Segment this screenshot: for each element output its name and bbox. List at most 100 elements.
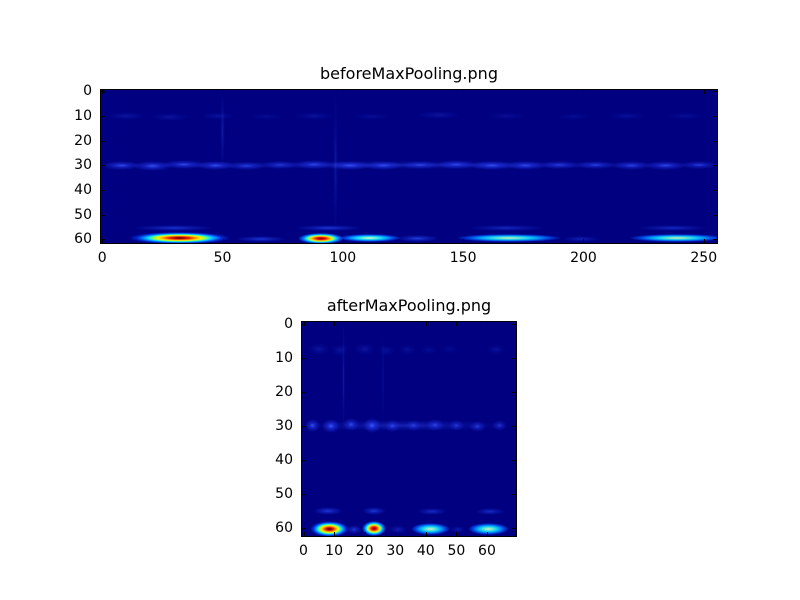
y-tick-label: 50 (275, 485, 293, 502)
heat-blob (679, 161, 717, 170)
heat-blob (346, 525, 362, 534)
heat-blob (506, 161, 545, 171)
x-tick-mark (703, 239, 705, 243)
y-tick-label: 60 (275, 519, 293, 536)
x-tick-label: 10 (325, 543, 343, 559)
x-tick-mark (395, 532, 397, 536)
x-tick-mark (703, 90, 705, 94)
x-tick-mark (463, 90, 465, 94)
heatmap-before (100, 89, 718, 244)
heat-blob (470, 160, 514, 170)
y-tick-label: 40 (74, 181, 92, 198)
heat-blob (302, 419, 509, 432)
x-tick-label: 40 (416, 543, 435, 559)
y-tick-mark (302, 357, 306, 359)
heat-blob (487, 112, 526, 120)
heat-blob (556, 112, 591, 120)
x-tick-mark (486, 322, 488, 326)
chart-title-after: afterMaxPooling.png (326, 296, 492, 315)
y-tick-label: 50 (74, 206, 92, 223)
heat-blob (474, 507, 506, 516)
x-tick-label: 0 (299, 543, 308, 559)
y-tick-mark (101, 140, 105, 142)
heat-blob (561, 235, 601, 242)
y-tick-label: 0 (284, 315, 293, 332)
y-tick-label: 60 (74, 231, 92, 248)
x-tick-label: 0 (97, 250, 107, 266)
heat-blob (629, 233, 717, 243)
heat-blob (486, 343, 506, 355)
heat-blob (107, 111, 146, 120)
heat-blob (196, 160, 235, 170)
x-tick-label: 250 (690, 250, 718, 266)
x-tick-mark (334, 532, 336, 536)
heat-blob (294, 224, 363, 231)
heat-blob (612, 160, 651, 170)
x-tick-label: 100 (329, 250, 357, 266)
heat-blob (200, 112, 235, 120)
x-tick-mark (334, 322, 336, 326)
y-tick-label: 30 (74, 157, 92, 174)
heat-blob (468, 523, 509, 536)
x-tick-label: 30 (386, 543, 405, 559)
heat-blob (341, 322, 345, 436)
x-tick-mark (456, 532, 458, 536)
heat-blob (338, 233, 401, 243)
heat-blob (643, 161, 687, 171)
heat-blob (328, 160, 372, 170)
y-tick-mark (713, 214, 717, 216)
x-tick-mark (364, 532, 366, 536)
heat-blob (310, 521, 349, 536)
y-tick-mark (101, 189, 105, 191)
x-tick-label: 20 (355, 543, 374, 559)
x-tick-mark (425, 532, 427, 536)
y-tick-label: 40 (275, 451, 293, 468)
heat-blob (384, 420, 400, 433)
x-tick-label: 200 (570, 250, 597, 266)
x-tick-mark (303, 532, 305, 536)
y-tick-mark (512, 527, 516, 529)
heat-blob (364, 161, 403, 171)
x-tick-mark (222, 239, 224, 243)
heat-blob (133, 224, 216, 231)
y-tick-mark (713, 91, 717, 93)
heat-blob (405, 419, 422, 432)
y-tick-mark (512, 493, 516, 495)
heat-blob (381, 322, 385, 436)
heat-blob (227, 161, 266, 170)
heat-blob (448, 419, 465, 432)
heat-blob (426, 418, 444, 432)
y-tick-mark (101, 115, 105, 117)
heat-blob (395, 234, 440, 242)
x-tick-mark (456, 322, 458, 326)
y-tick-mark (302, 425, 306, 427)
y-tick-label: 10 (74, 107, 92, 124)
x-tick-label: 50 (447, 543, 466, 559)
heat-blob (305, 418, 321, 433)
x-tick-mark (342, 239, 344, 243)
heat-blob (312, 507, 344, 516)
heat-blob (455, 233, 562, 243)
y-tick-mark (302, 323, 306, 325)
y-tick-mark (512, 459, 516, 461)
heat-blob (321, 419, 341, 434)
heat-blob (353, 343, 376, 356)
heat-blob (417, 111, 461, 120)
heat-blob (411, 523, 450, 536)
heat-blob (162, 160, 206, 170)
x-tick-mark (486, 532, 488, 536)
heat-blob (636, 225, 709, 231)
y-tick-label: 10 (275, 349, 293, 366)
y-tick-mark (512, 323, 516, 325)
heat-blob (491, 419, 507, 432)
x-tick-label: 150 (449, 250, 477, 266)
heat-blob (363, 418, 382, 433)
x-tick-mark (583, 90, 585, 94)
heat-blob (665, 112, 704, 120)
y-tick-mark (713, 239, 717, 241)
heat-blob (419, 345, 439, 356)
heat-blob (416, 507, 448, 516)
y-tick-mark (713, 140, 717, 142)
y-tick-mark (302, 527, 306, 529)
